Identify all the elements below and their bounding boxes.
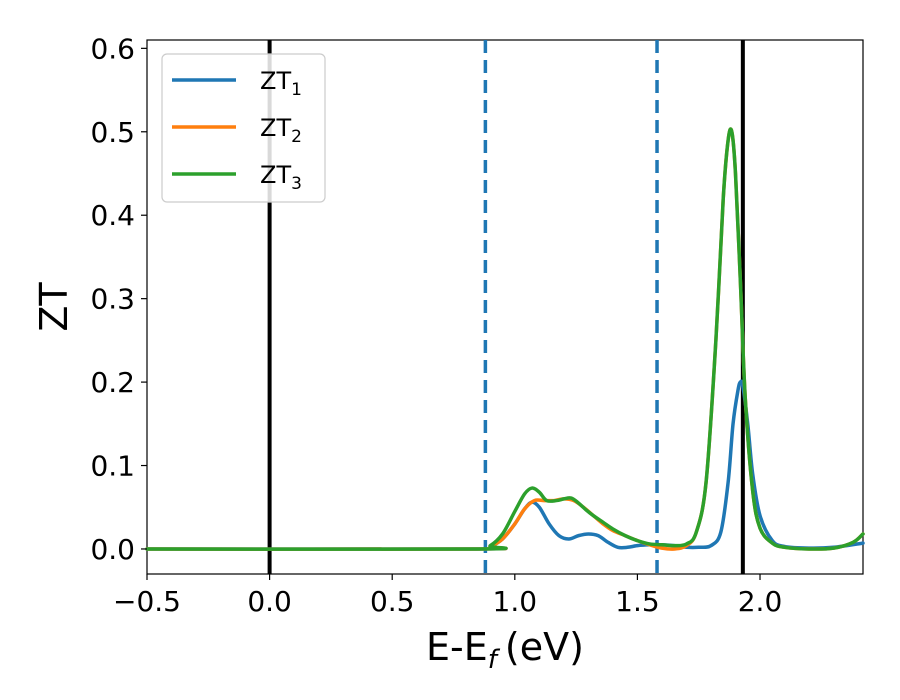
x-axis-title-main: E-E [426, 625, 488, 669]
y-tick-label: 0.3 [90, 283, 135, 316]
y-tick-label: 0.4 [90, 199, 135, 232]
x-axis-title-unit: (eV) [505, 625, 584, 669]
x-axis-ticks: −0.5 0.0 0.5 1.0 1.5 2.0 [113, 574, 782, 618]
y-axis-title: ZT [32, 282, 76, 332]
legend-label-zt2: ZT2 [260, 114, 302, 147]
legend-label-zt3: ZT3 [260, 161, 302, 194]
x-tick-label: 1.0 [493, 585, 538, 618]
y-tick-label: 0.2 [90, 366, 135, 399]
series-line-zt1 [145, 379, 865, 551]
legend-label-zt1: ZT1 [260, 67, 302, 100]
series-layer [145, 127, 865, 551]
plot-area-frame [146, 39, 864, 575]
y-tick-label: 0.5 [90, 116, 135, 149]
x-tick-label: 2.0 [738, 585, 783, 618]
y-tick-label: 0.6 [90, 32, 135, 65]
x-tick-label: 0.0 [247, 585, 292, 618]
legend-box [161, 53, 326, 203]
series-line-zt3 [145, 127, 865, 551]
x-tick-label: −0.5 [113, 585, 181, 618]
y-axis-ticks: 0.0 0.1 0.2 0.3 0.4 0.5 0.6 [90, 32, 147, 566]
x-axis-title: E-Ef (eV) [426, 625, 584, 675]
reference-lines [267, 40, 745, 574]
x-tick-label: 1.5 [615, 585, 660, 618]
y-tick-label: 0.0 [90, 533, 135, 566]
legend: ZT1 ZT2 ZT3 [161, 53, 326, 203]
x-axis-title-subscript: f [488, 645, 501, 675]
x-tick-label: 0.5 [370, 585, 415, 618]
y-tick-label: 0.1 [90, 450, 135, 483]
